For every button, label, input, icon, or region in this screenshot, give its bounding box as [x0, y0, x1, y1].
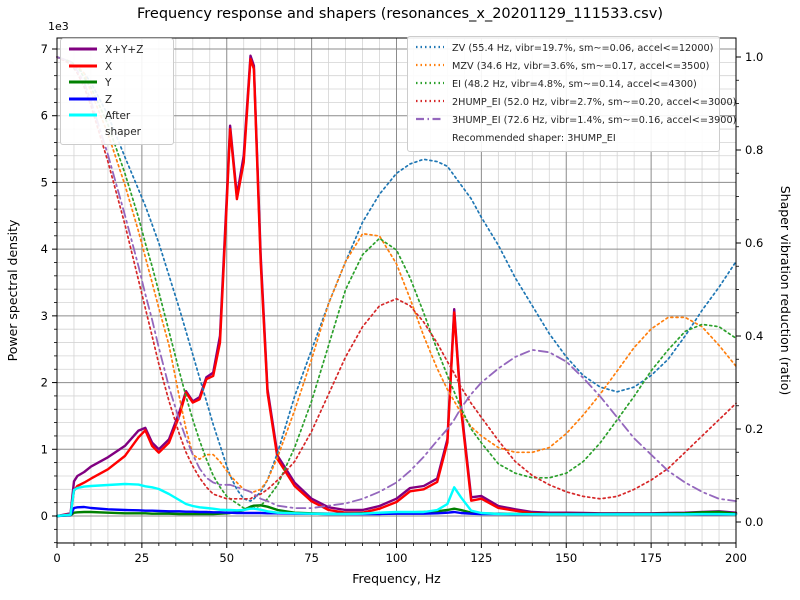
y-left-axis-label: Power spectral density	[5, 219, 20, 361]
y-left-tick-label: 1	[41, 442, 48, 456]
x-axis-label: Frequency, Hz	[352, 571, 441, 586]
legend-label: Z	[105, 93, 113, 106]
legend-swatch-line	[416, 81, 444, 84]
legend-item-undefined: EI (48.2 Hz, vibr=4.8%, sm~=0.14, accel<…	[415, 77, 712, 95]
y-axis-offset-label: 1e3	[48, 20, 69, 33]
legend-swatch-line	[416, 45, 444, 49]
legend-label: After shaper	[105, 110, 142, 138]
curve-shaper-2HUMP_EI	[56, 56, 737, 500]
curve-shaper-MZV	[56, 56, 737, 493]
x-tick-label: 150	[555, 551, 577, 565]
legend-swatch-line	[69, 113, 97, 117]
curve-shaper-3HUMP_EI	[56, 56, 737, 510]
y-left-tick-label: 6	[41, 109, 48, 123]
x-tick-label: 50	[219, 551, 234, 565]
legend-item-undefined: ZV (55.4 Hz, vibr=19.7%, sm~=0.06, accel…	[415, 41, 714, 59]
y-right-tick-label: 1.0	[745, 50, 763, 64]
legend-label: X	[105, 60, 113, 73]
x-tick-label: 200	[725, 551, 747, 565]
x-tick-label: 75	[304, 551, 319, 565]
y-right-tick-label: 0.6	[745, 236, 763, 250]
legend-label: Y	[105, 77, 112, 90]
x-tick-label: 100	[386, 551, 408, 565]
legend-swatch-line	[69, 64, 97, 68]
legend-note-recommended-shaper: Recommended shaper: 3HUMP_EI	[415, 131, 712, 149]
psd-legend: X+Y+Z X Y Z After shaper	[60, 38, 174, 145]
y-right-tick-label: 0.0	[745, 515, 763, 529]
legend-swatch-line	[416, 63, 444, 67]
shaper-legend: ZV (55.4 Hz, vibr=19.7%, sm~=0.06, accel…	[407, 36, 736, 153]
legend-swatch	[415, 114, 445, 131]
y-right-tick-label: 0.8	[745, 143, 763, 157]
legend-swatch	[68, 61, 98, 77]
legend-item-X+Y+Z: X+Y+Z	[68, 43, 166, 60]
y-left-tick-label: 7	[41, 42, 48, 56]
curve-shaper-EI	[56, 56, 737, 509]
legend-swatch-line	[416, 99, 444, 102]
legend-swatch	[68, 77, 98, 93]
x-tick-label: 175	[640, 551, 662, 565]
curve-shaper-ZV	[56, 56, 737, 502]
legend-item-undefined: 2HUMP_EI (52.0 Hz, vibr=2.7%, sm~=0.20, …	[415, 95, 736, 113]
legend-label: 3HUMP_EI (72.6 Hz, vibr=1.4%, sm~=0.16, …	[452, 114, 737, 126]
legend-swatch-line	[69, 80, 97, 84]
y-left-tick-label: 0	[41, 509, 48, 523]
legend-item-After shaper: After shaper	[68, 109, 166, 140]
legend-swatch-line	[69, 47, 97, 51]
legend-label: X+Y+Z	[105, 44, 144, 56]
curve-after-shaper	[55, 482, 738, 518]
legend-swatch	[68, 94, 98, 110]
x-tick-label: 0	[53, 551, 60, 565]
legend-label: 2HUMP_EI (52.0 Hz, vibr=2.7%, sm~=0.20, …	[452, 96, 737, 108]
legend-label: EI (48.2 Hz, vibr=4.8%, sm~=0.14, accel<…	[452, 78, 697, 90]
legend-swatch	[415, 42, 445, 59]
legend-swatch	[68, 110, 98, 126]
y-left-tick-label: 4	[41, 242, 48, 256]
y-right-tick-label: 0.4	[745, 329, 763, 343]
y-left-tick-label: 2	[41, 376, 48, 390]
y-left-tick-label: 3	[41, 309, 48, 323]
legend-swatch-line	[69, 97, 97, 101]
legend-swatch	[415, 96, 445, 113]
legend-item-Z: Z	[68, 93, 166, 110]
legend-label: ZV (55.4 Hz, vibr=19.7%, sm~=0.06, accel…	[452, 43, 714, 54]
legend-swatch	[68, 44, 98, 60]
y-right-tick-label: 0.2	[745, 422, 763, 436]
legend-swatch-line	[416, 117, 444, 120]
legend-item-X: X	[68, 60, 166, 77]
legend-swatch	[415, 60, 445, 77]
legend-item-undefined: MZV (34.6 Hz, vibr=3.6%, sm~=0.17, accel…	[415, 59, 712, 77]
x-tick-label: 25	[135, 551, 150, 565]
legend-item-undefined: 3HUMP_EI (72.6 Hz, vibr=1.4%, sm~=0.16, …	[415, 113, 736, 131]
legend-label: MZV (34.6 Hz, vibr=3.6%, sm~=0.17, accel…	[452, 60, 710, 72]
chart-title: Frequency response and shapers (resonanc…	[137, 6, 663, 22]
y-left-tick-label: 5	[41, 175, 48, 189]
x-tick-label: 125	[470, 551, 492, 565]
y-right-axis-label: Shaper vibration reduction (ratio)	[778, 186, 793, 396]
legend-label: Recommended shaper: 3HUMP_EI	[452, 132, 616, 144]
legend-swatch	[415, 78, 445, 95]
legend-item-Y: Y	[68, 76, 166, 93]
